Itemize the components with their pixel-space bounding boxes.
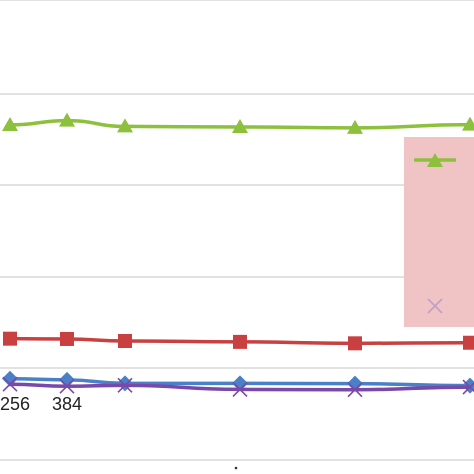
series-4-point-2: [117, 377, 133, 393]
series-1-point-5: [462, 116, 474, 131]
series-2-point-4: [348, 336, 362, 351]
series-2-point-3: [233, 334, 247, 349]
series-3-point-2: [117, 375, 133, 392]
series-4: [2, 376, 474, 398]
tick-labels: 256 384: [0, 394, 238, 470]
legend-box: [404, 137, 474, 327]
series-1: [2, 112, 474, 134]
gridlines: [0, 0, 474, 461]
series-4-point-0: [2, 376, 18, 392]
legend: [404, 137, 474, 327]
axis-tick-mark: [234, 466, 238, 470]
series-3-point-4: [347, 375, 363, 392]
series-4-point-3: [232, 381, 248, 397]
series-2-point-1: [60, 331, 74, 346]
legend-marker-1: [427, 153, 443, 167]
legend-marker-2: [427, 298, 443, 314]
series-3-point-3: [232, 375, 248, 392]
series-2-point-5: [463, 335, 474, 350]
series-1-point-0: [2, 116, 18, 131]
x-tick-label-1: 384: [52, 394, 82, 414]
series-1-point-3: [232, 118, 248, 133]
series-3-point-1: [59, 371, 75, 388]
series-layer: [2, 112, 474, 398]
series-1-point-4: [347, 119, 363, 134]
series-4-point-1: [59, 378, 75, 394]
series-2: [3, 331, 474, 351]
series-1-point-1: [59, 112, 75, 127]
series-4-point-4: [347, 382, 363, 398]
series-4-point-5: [462, 379, 474, 395]
x-tick-label-0: 256: [0, 394, 30, 414]
series-1-point-2: [117, 118, 133, 133]
series-2-point-2: [118, 334, 132, 348]
series-2-point-0: [3, 331, 17, 346]
